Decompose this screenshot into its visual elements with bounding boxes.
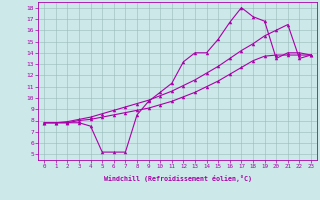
X-axis label: Windchill (Refroidissement éolien,°C): Windchill (Refroidissement éolien,°C) (104, 175, 252, 182)
